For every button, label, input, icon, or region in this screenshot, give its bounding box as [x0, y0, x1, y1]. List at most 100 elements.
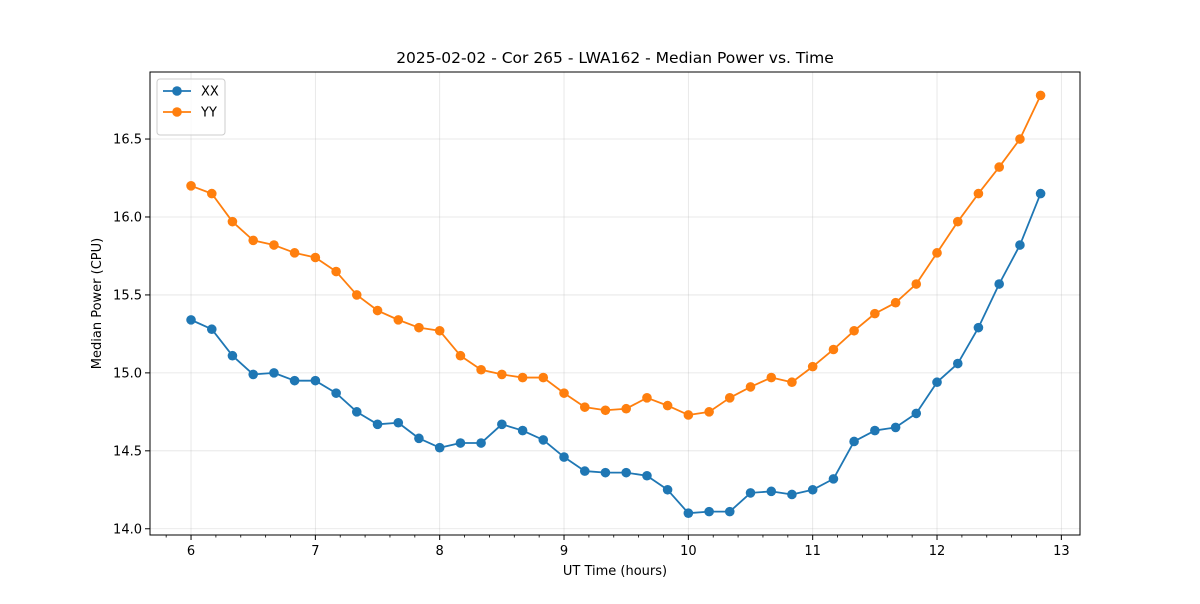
data-point-yy: [579, 402, 590, 412]
data-point-yy: [683, 410, 694, 420]
data-point-yy: [911, 279, 922, 289]
data-point-xx: [890, 422, 901, 433]
data-point-yy: [538, 372, 549, 383]
data-point-yy: [414, 322, 424, 333]
data-point-yy: [331, 266, 341, 277]
data-point-xx: [704, 506, 714, 517]
data-point-yy: [870, 308, 880, 319]
data-point-yy: [849, 325, 859, 336]
data-point-yy: [724, 393, 735, 403]
data-point-xx: [476, 438, 486, 448]
data-point-xx: [870, 425, 880, 436]
data-point-xx: [828, 474, 839, 484]
data-point-xx: [351, 407, 362, 417]
data-point-yy: [269, 240, 279, 250]
data-point-xx: [683, 508, 694, 518]
data-point-yy: [476, 364, 486, 375]
data-point-yy: [497, 369, 507, 380]
y-axis-label: Median Power (CPU): [90, 238, 105, 369]
legend-marker-yy: [172, 107, 182, 117]
data-point-xx: [766, 486, 777, 497]
x-tick-label: 7: [311, 544, 319, 559]
data-point-yy: [600, 405, 611, 416]
data-point-xx: [497, 419, 507, 430]
data-point-yy: [704, 407, 714, 417]
x-tick-label: 8: [436, 544, 444, 559]
legend: XX YY: [156, 78, 226, 136]
data-point-xx: [994, 279, 1004, 289]
data-point-xx: [621, 467, 631, 478]
data-point-xx: [1035, 188, 1046, 199]
data-point-xx: [248, 369, 258, 380]
plot-frame: [149, 71, 1081, 536]
data-point-yy: [393, 315, 404, 325]
data-point-xx: [724, 506, 735, 517]
data-point-xx: [600, 467, 611, 478]
data-point-xx: [662, 484, 673, 495]
data-point-yy: [662, 400, 673, 411]
data-point-yy: [745, 382, 756, 392]
data-point-yy: [434, 325, 445, 336]
data-point-xx: [807, 484, 818, 495]
data-point-xx: [973, 322, 984, 333]
data-point-xx: [579, 466, 590, 476]
data-point-xx: [642, 470, 652, 481]
y-tick-label: 15.5: [113, 288, 142, 303]
axis-ticks: 6 7 8 9 10 11 12 13 14.0 14.5 15.0 15.5 16.0 16.5: [113, 133, 1070, 559]
data-point-xx: [414, 433, 424, 444]
data-point-yy: [351, 290, 362, 300]
data-point-yy: [248, 235, 258, 246]
series-line-xx: [190, 193, 1042, 515]
data-point-xx: [517, 425, 528, 436]
data-point-yy: [621, 403, 631, 414]
data-point-yy: [890, 297, 901, 308]
data-point-yy: [517, 372, 528, 383]
data-point-xx: [787, 489, 797, 500]
data-point-yy: [1015, 134, 1025, 144]
data-point-yy: [559, 388, 569, 398]
data-point-xx: [952, 358, 963, 369]
legend-marker-xx: [172, 86, 182, 96]
data-point-xx: [849, 436, 859, 447]
data-point-xx: [455, 438, 466, 448]
legend-label-xx: XX: [201, 85, 219, 100]
series-layer: [186, 90, 1046, 518]
x-tick-label: 10: [680, 544, 697, 559]
y-tick-label: 14.0: [113, 522, 142, 537]
data-point-yy: [952, 216, 963, 227]
data-point-xx: [393, 417, 404, 428]
y-tick-label: 15.0: [113, 366, 142, 381]
data-point-xx: [538, 435, 549, 445]
data-point-xx: [372, 419, 383, 430]
data-point-xx: [434, 442, 445, 453]
data-point-xx: [227, 350, 238, 361]
data-point-yy: [828, 344, 839, 355]
data-point-yy: [994, 162, 1004, 172]
x-axis-label: UT Time (hours): [563, 564, 667, 579]
data-point-yy: [766, 372, 777, 383]
data-point-yy: [289, 248, 300, 258]
y-tick-label: 14.5: [113, 444, 142, 459]
data-point-yy: [973, 188, 984, 199]
x-tick-label: 12: [929, 544, 946, 559]
data-point-yy: [642, 393, 652, 403]
x-tick-label: 6: [187, 544, 195, 559]
data-point-xx: [559, 452, 569, 462]
data-point-yy: [932, 248, 942, 258]
data-point-xx: [289, 375, 300, 386]
y-tick-label: 16.0: [113, 210, 142, 225]
data-point-yy: [372, 305, 383, 316]
data-point-yy: [807, 361, 818, 372]
x-tick-label: 13: [1053, 544, 1070, 559]
x-tick-label: 9: [560, 544, 568, 559]
data-point-xx: [911, 408, 922, 419]
data-point-xx: [1015, 240, 1025, 250]
data-point-yy: [186, 181, 196, 191]
data-point-xx: [269, 368, 279, 378]
legend-label-yy: YY: [200, 106, 217, 121]
data-point-yy: [455, 350, 466, 361]
data-point-yy: [310, 252, 321, 263]
data-point-yy: [1035, 90, 1046, 101]
